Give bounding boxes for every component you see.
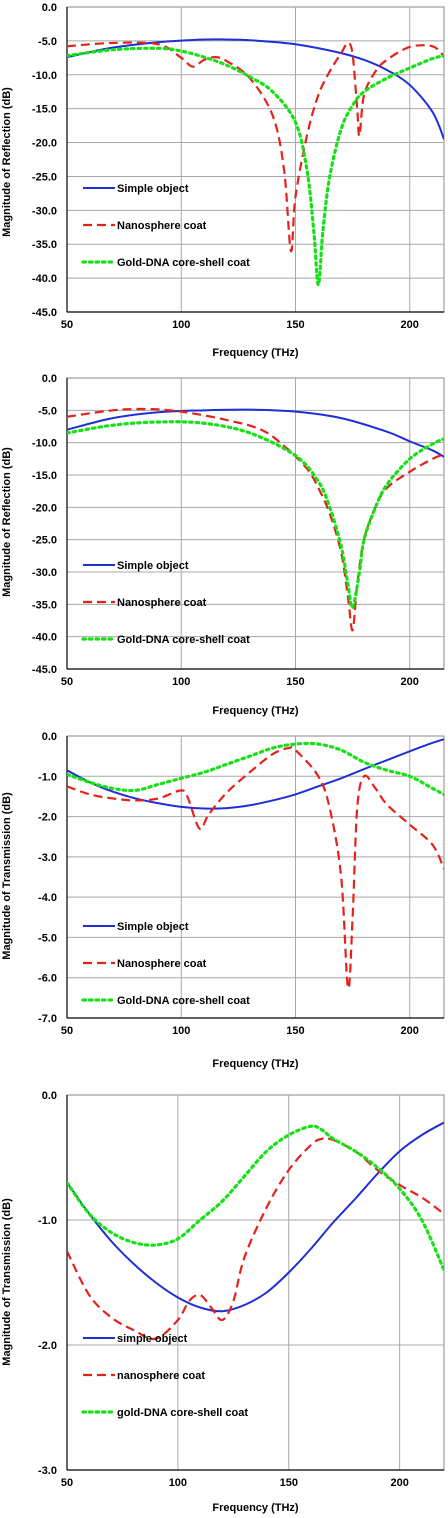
legend-label-2: Nanosphere coat xyxy=(117,597,207,609)
y-tick-label: -35.0 xyxy=(32,599,57,611)
y-tick-label: -40.0 xyxy=(32,273,57,285)
y-tick-label: -45.0 xyxy=(32,664,57,676)
y-tick-label: -4.0 xyxy=(38,892,57,904)
x-axis-title: Frequency (THz) xyxy=(212,1058,299,1070)
legend-label-3: Gold-DNA core-shell coat xyxy=(117,995,250,1007)
y-axis-title: Magnitude of Transmission (dB) xyxy=(1,792,13,960)
legend-label-1: Simple object xyxy=(117,560,189,572)
legend-label-1: Simple object xyxy=(117,183,189,195)
x-tick-label: 50 xyxy=(61,1477,73,1489)
chart-panel-1: 50 100 150 200 0.0 -5.0 -10.0 -15.0 -20.0 -25.0 -3… xyxy=(1,2,445,359)
x-tick-label: 200 xyxy=(401,1025,419,1037)
y-tick-label: -25.0 xyxy=(32,535,57,547)
y-tick-label: 0.0 xyxy=(42,2,57,14)
series-line-1 xyxy=(67,738,444,810)
y-tick-label: -15.0 xyxy=(32,104,57,116)
x-axis-title: Frequency (THz) xyxy=(212,1502,299,1514)
y-tick-label: -7.0 xyxy=(38,1013,57,1025)
legend-label-3: Gold-DNA core-shell coat xyxy=(117,634,250,646)
y-tick-label: -3.0 xyxy=(38,852,57,864)
series-line-3 xyxy=(67,46,444,287)
x-axis-title: Frequency (THz) xyxy=(212,705,299,717)
y-tick-label: -3.0 xyxy=(38,1465,57,1477)
legend-label-2: Nanosphere coat xyxy=(117,220,207,232)
series-line-1 xyxy=(67,38,444,140)
series-line-3 xyxy=(67,1124,444,1272)
legend-label-2: nanosphere coat xyxy=(117,1370,205,1382)
y-tick-label: -1.0 xyxy=(38,1215,57,1227)
y-axis-title: Magnitude of Reflection (dB) xyxy=(1,447,13,597)
y-tick-label: -10.0 xyxy=(32,438,57,450)
x-tick-label: 150 xyxy=(286,319,304,331)
y-tick-label: 0.0 xyxy=(42,373,57,385)
y-tick-label: -5.0 xyxy=(38,932,57,944)
x-tick-label: 100 xyxy=(172,319,190,331)
x-tick-label: 50 xyxy=(61,319,73,331)
x-tick-label: 200 xyxy=(401,676,419,688)
x-tick-label: 200 xyxy=(401,319,419,331)
y-tick-label: -20.0 xyxy=(32,138,57,150)
chart-panel-3: 50 100 150 200 0.0 -1.0 -2.0 -3.0 -4.0 -5.0 -6.0 -7… xyxy=(1,731,445,1070)
y-tick-label: -30.0 xyxy=(32,205,57,217)
y-tick-label: -5.0 xyxy=(38,36,57,48)
x-tick-label: 50 xyxy=(61,676,73,688)
y-tick-label: -1.0 xyxy=(38,771,57,783)
y-tick-label: -5.0 xyxy=(38,405,57,417)
y-tick-label: -20.0 xyxy=(32,502,57,514)
y-tick-label: -10.0 xyxy=(32,70,57,82)
x-tick-label: 100 xyxy=(169,1477,187,1489)
plot-area xyxy=(66,377,445,670)
y-tick-label: -15.0 xyxy=(32,470,57,482)
chart-panel-4: 50 100 150 200 0.0 -1.0 -2.0 -3.0 simple object n… xyxy=(1,1090,445,1514)
legend-label-1: simple object xyxy=(117,1333,188,1345)
plot-area xyxy=(66,6,445,313)
y-tick-label: 0.0 xyxy=(42,1090,57,1102)
y-tick-label: -6.0 xyxy=(38,973,57,985)
y-tick-label: 0.0 xyxy=(42,731,57,743)
legend-label-2: Nanosphere coat xyxy=(117,958,207,970)
series-line-3 xyxy=(67,420,444,610)
series-line-3 xyxy=(67,741,444,797)
x-tick-label: 100 xyxy=(172,676,190,688)
plot-area xyxy=(66,735,445,1019)
legend-label-1: Simple object xyxy=(117,921,189,933)
x-axis-title: Frequency (THz) xyxy=(212,347,299,359)
series-line-1 xyxy=(67,408,444,458)
x-tick-label: 100 xyxy=(172,1025,190,1037)
y-tick-label: -40.0 xyxy=(32,632,57,644)
x-tick-label: 50 xyxy=(61,1025,73,1037)
y-axis-title: Magnitude of Transmission (dB) xyxy=(1,1198,13,1366)
chart-panel-2: 50 100 150 200 0.0 -5.0 -10.0 -15.0 -20.0 -25.0 -3… xyxy=(1,373,445,717)
legend-label-3: gold-DNA core-shell coat xyxy=(117,1407,248,1419)
x-tick-label: 150 xyxy=(286,676,304,688)
y-tick-label: -30.0 xyxy=(32,567,57,579)
y-tick-label: -2.0 xyxy=(38,1340,57,1352)
legend-label-3: Gold-DNA core-shell coat xyxy=(117,257,250,269)
y-tick-label: -45.0 xyxy=(32,307,57,319)
plot-area xyxy=(66,1094,445,1471)
y-tick-label: -25.0 xyxy=(32,171,57,183)
y-axis-title: Magnitude of Reflection (dB) xyxy=(1,87,13,237)
series-line-2 xyxy=(67,746,444,990)
series-line-2 xyxy=(67,41,444,253)
y-tick-label: -35.0 xyxy=(32,239,57,251)
y-tick-label: -2.0 xyxy=(38,812,57,824)
series-line-2 xyxy=(67,407,444,632)
x-tick-label: 150 xyxy=(286,1025,304,1037)
x-tick-label: 200 xyxy=(390,1477,408,1489)
x-tick-label: 150 xyxy=(280,1477,298,1489)
